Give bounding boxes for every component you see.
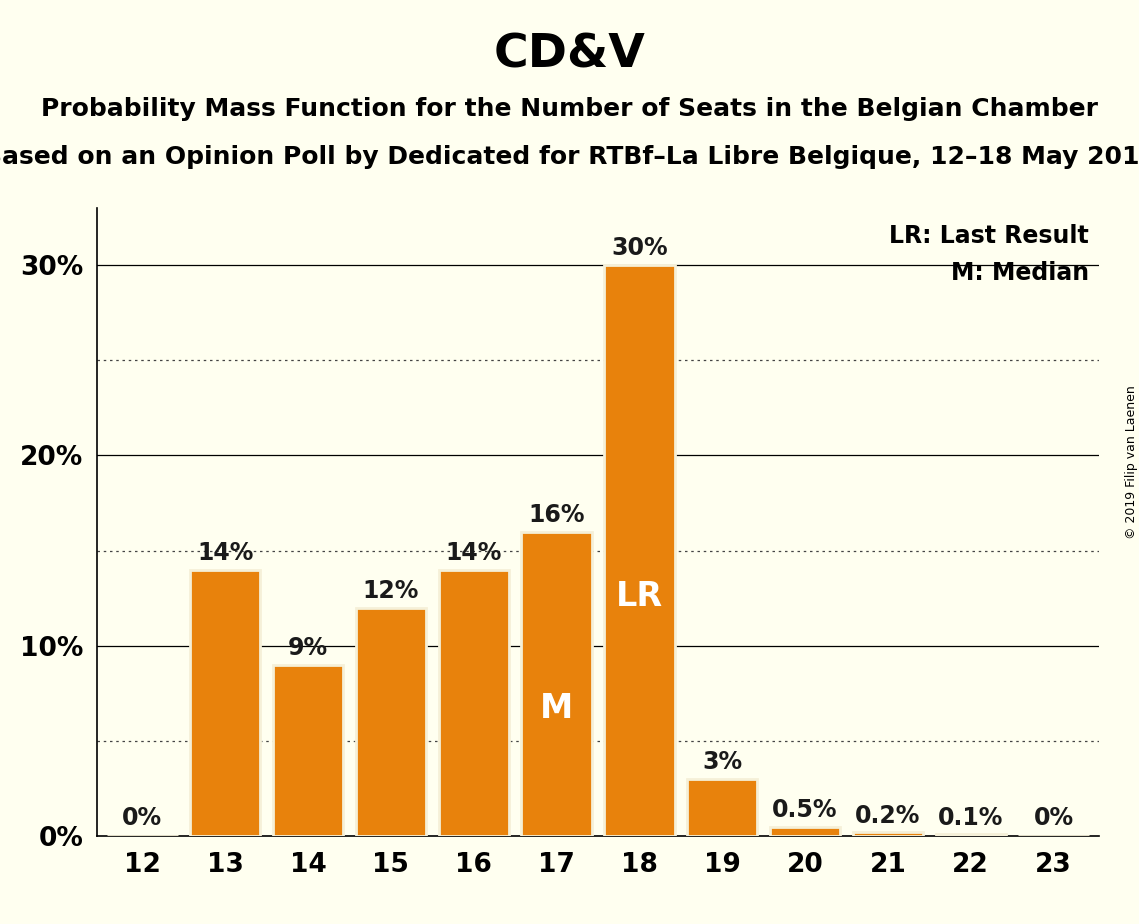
Text: 0.1%: 0.1% [939,806,1003,830]
Bar [522,531,592,836]
Text: 16%: 16% [528,503,584,527]
Text: 0.2%: 0.2% [855,804,920,828]
Text: 14%: 14% [445,541,502,565]
Bar [935,834,1006,836]
Bar [604,265,674,836]
Text: 14%: 14% [197,541,253,565]
Bar [439,570,509,836]
Text: 0.5%: 0.5% [772,798,838,822]
Text: M: M [540,692,573,724]
Text: CD&V: CD&V [493,32,646,78]
Bar [355,608,426,836]
Text: 3%: 3% [702,750,743,774]
Text: 30%: 30% [612,237,667,261]
Text: M: Median: M: Median [951,261,1089,286]
Bar [687,779,757,836]
Text: 9%: 9% [288,636,328,660]
Text: LR: Last Result: LR: Last Result [890,224,1089,248]
Text: 0%: 0% [1033,806,1074,830]
Bar [273,665,343,836]
Text: 0%: 0% [122,806,163,830]
Bar [190,570,261,836]
Text: LR: LR [616,580,663,613]
Bar [770,827,841,836]
Text: 12%: 12% [362,579,419,603]
Text: Based on an Opinion Poll by Dedicated for RTBf–La Libre Belgique, 12–18 May 2015: Based on an Opinion Poll by Dedicated fo… [0,145,1139,169]
Bar [853,833,923,836]
Text: Probability Mass Function for the Number of Seats in the Belgian Chamber: Probability Mass Function for the Number… [41,97,1098,121]
Text: © 2019 Filip van Laenen: © 2019 Filip van Laenen [1124,385,1138,539]
